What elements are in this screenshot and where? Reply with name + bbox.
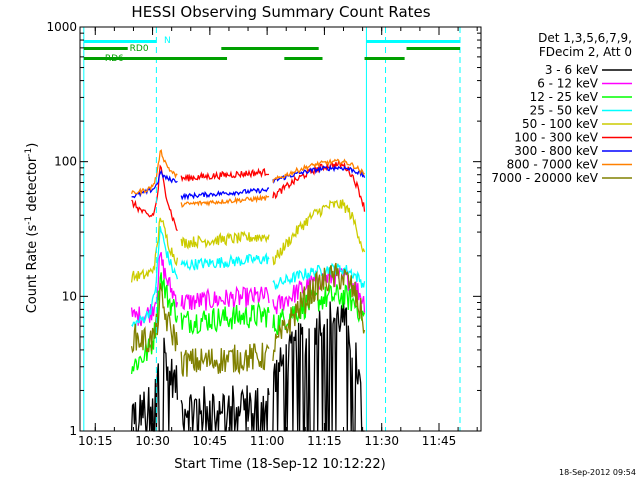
series-line-3-segment-1: [130, 272, 179, 374]
legend-label-7: 300 - 800 keV: [514, 144, 598, 158]
series-line-4-segment-1: [131, 226, 179, 329]
series-line-4-segment-3: [272, 262, 366, 290]
legend-label-2: 6 - 12 keV: [537, 77, 599, 91]
series-line-6-segment-3: [272, 159, 366, 212]
series-line-3-segment-2: [180, 301, 270, 335]
series-line-2-segment-2: [180, 285, 270, 311]
series-line-7-segment-1: [131, 169, 178, 199]
series-line-9-segment-3: [272, 262, 366, 361]
y-tick-label: 100: [54, 155, 77, 169]
series-line-2-segment-1: [130, 251, 179, 327]
legend-label-4: 25 - 50 keV: [530, 104, 599, 118]
x-tick-label: 10:30: [135, 434, 170, 448]
series-line-8-segment-2: [180, 193, 270, 208]
y-axis-label: Count Rate (s-1 detector-1): [24, 143, 40, 314]
legend-label-5: 50 - 100 keV: [522, 117, 599, 131]
x-tick-label: 11:00: [250, 434, 285, 448]
legend-label-3: 12 - 25 keV: [530, 90, 599, 104]
flag-label-rd6: RD6: [105, 54, 124, 64]
series-line-9-segment-2: [180, 342, 270, 377]
series-line-7-segment-2: [180, 187, 270, 201]
x-tick-label: 10:45: [193, 434, 228, 448]
y-axis-label-mid: detector: [25, 156, 40, 216]
y-axis-label-sup2: -1: [24, 148, 34, 157]
legend: Det 1,3,5,6,7,9, FDecim 2, Att 0 3 - 6 k…: [491, 31, 632, 185]
x-axis-label: Start Time (18-Sep-12 10:12:22): [174, 457, 385, 472]
y-axis-label-sup1: -1: [24, 216, 34, 225]
series-line-9-segment-1: [130, 283, 179, 354]
series-line-5-segment-1: [130, 217, 179, 283]
y-tick-label: 10: [62, 289, 77, 303]
series-line-8-segment-3: [272, 158, 365, 183]
flag-rd6-bar-2: [284, 57, 323, 60]
axes: 10:15 10:30 10:45 11:00 11:15 11:30 11:45 1 10 10…: [46, 20, 482, 448]
legend-label-9: 7000 - 20000 keV: [491, 171, 598, 185]
flag-rd0-bar-2: [406, 47, 460, 50]
series-line-6-segment-2: [180, 167, 270, 183]
y-tick-label: 1000: [46, 20, 77, 34]
plot-area: N RD0 RD6: [83, 27, 461, 432]
x-tick-label: 11:45: [422, 434, 457, 448]
series-line-6-segment-1: [131, 164, 178, 232]
flag-label-n: N: [164, 36, 171, 46]
y-tick-label: 1: [69, 424, 77, 438]
flag-n-bar-1: [83, 40, 157, 43]
legend-label-6: 100 - 300 keV: [514, 131, 598, 145]
x-tick-label: 10:15: [78, 434, 113, 448]
flag-n-bar-2: [366, 40, 460, 43]
series-line-4-segment-2: [180, 252, 270, 271]
legend-header-line-2: FDecim 2, Att 0: [539, 45, 632, 59]
x-tick-label: 11:15: [307, 434, 342, 448]
series-line-5-segment-2: [180, 230, 270, 250]
generation-timestamp: 18-Sep-2012 09:54: [559, 468, 636, 477]
x-tick-label: 11:30: [364, 434, 399, 448]
plot-frame: [79, 26, 482, 432]
y-axis-label-end: ): [25, 143, 40, 148]
flag-label-rd0: RD0: [130, 44, 149, 54]
chart-title: HESSI Observing Summary Count Rates: [131, 3, 430, 21]
legend-label-1: 3 - 6 keV: [545, 63, 599, 77]
series-line-1-segment-3: [272, 300, 365, 432]
flag-rd6-bar-1: [83, 57, 228, 60]
legend-label-8: 800 - 7000 keV: [507, 158, 599, 172]
series-line-8-segment-1: [130, 149, 178, 196]
flag-rd6-bar-3: [364, 57, 405, 60]
y-axis-label-main: Count Rate (s: [25, 225, 40, 314]
series-line-5-segment-3: [272, 199, 366, 266]
legend-header-line-1: Det 1,3,5,6,7,9,: [538, 31, 632, 45]
flag-rd6-bar-4: [221, 47, 319, 50]
flag-rd0-bar-1: [83, 47, 128, 50]
